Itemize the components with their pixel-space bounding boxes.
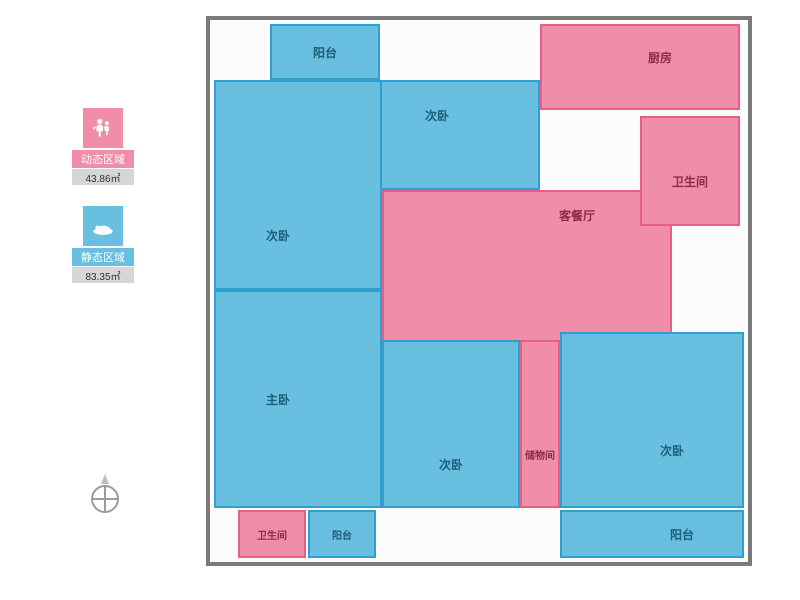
room-label: 卫生间 xyxy=(257,527,287,542)
room-bedroom-left: 次卧 xyxy=(214,80,382,290)
room-label: 阳台 xyxy=(332,527,352,542)
room-label: 卫生间 xyxy=(672,173,708,190)
legend-dynamic-value: 43.86㎡ xyxy=(72,169,134,185)
legend-dynamic: 动态区域 43.86㎡ xyxy=(72,108,134,185)
legend-dynamic-label: 动态区域 xyxy=(72,150,134,168)
room-label: 阳台 xyxy=(670,526,694,543)
legend-static-label-text: 静态区域 xyxy=(81,249,125,265)
room-label: 次卧 xyxy=(266,227,290,244)
room-label: 储物间 xyxy=(525,447,555,462)
room-balcony-bl: 阳台 xyxy=(308,510,376,558)
room-label: 次卧 xyxy=(439,456,463,473)
room-balcony-br: 阳台 xyxy=(560,510,744,558)
room-label: 次卧 xyxy=(425,107,449,124)
legend-static-value: 83.35㎡ xyxy=(72,267,134,283)
room-bath-bl: 卫生间 xyxy=(238,510,306,558)
people-icon xyxy=(83,108,123,148)
room-label: 主卧 xyxy=(266,391,290,408)
legend-static-label: 静态区域 xyxy=(72,248,134,266)
legend-static-value-text: 83.35㎡ xyxy=(85,268,120,283)
room-balcony-top: 阳台 xyxy=(270,24,380,80)
room-storage: 储物间 xyxy=(520,340,560,508)
compass-icon xyxy=(88,474,122,516)
room-label: 次卧 xyxy=(660,442,684,459)
floor-plan: 阳台厨房次卧次卧客餐厅卫生间主卧次卧储物间次卧卫生间阳台阳台 xyxy=(206,16,752,566)
legend-dynamic-label-text: 动态区域 xyxy=(81,151,125,167)
room-label: 客餐厅 xyxy=(559,207,595,224)
room-kitchen: 厨房 xyxy=(540,24,740,110)
legend-static: 静态区域 83.35㎡ xyxy=(72,206,134,283)
room-label: 厨房 xyxy=(648,49,672,66)
canvas: 动态区域 43.86㎡ 静态区域 83.35㎡ 阳台厨房次卧次卧客餐厅卫生间主卧… xyxy=(0,0,800,600)
room-master: 主卧 xyxy=(214,290,382,508)
room-bedroom-right: 次卧 xyxy=(560,332,744,508)
room-bath-right: 卫生间 xyxy=(640,116,740,226)
room-bedroom-mid: 次卧 xyxy=(382,340,520,508)
room-label: 阳台 xyxy=(313,44,337,61)
legend-dynamic-value-text: 43.86㎡ xyxy=(85,170,120,185)
sleep-icon xyxy=(83,206,123,246)
